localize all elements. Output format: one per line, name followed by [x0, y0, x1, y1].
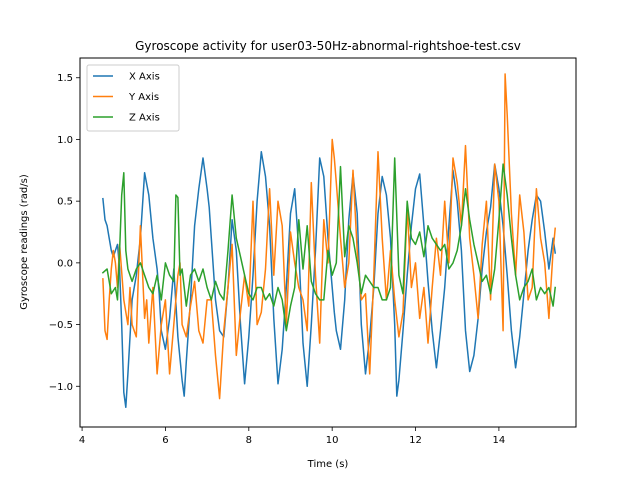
- x-tick-label: 14: [493, 435, 506, 446]
- y-tick-label: 0.0: [57, 258, 73, 269]
- y-axis: −1.0 −0.5 0.0 0.5 1.0 1.5: [49, 73, 80, 393]
- x-axis: 4 6 8 10 12 14: [79, 427, 505, 446]
- x-axis-label: Time (s): [307, 459, 349, 470]
- y-axis-label: Gyroscope readings (rad/s): [19, 174, 30, 310]
- legend-label: X Axis: [129, 72, 160, 83]
- series-layer: [101, 73, 557, 409]
- y-tick-label: −1.0: [49, 382, 73, 393]
- x-tick-label: 10: [326, 435, 339, 446]
- series-line-3: [101, 157, 557, 332]
- chart-title: Gyroscope activity for user03-50Hz-abnor…: [135, 39, 521, 53]
- legend-box: [86, 64, 180, 132]
- x-tick-label: 6: [162, 435, 168, 446]
- legend-label: Z Axis: [129, 113, 160, 124]
- y-tick-label: 1.0: [57, 135, 73, 146]
- x-tick-label: 4: [79, 435, 85, 446]
- legend-label: Y Axis: [128, 92, 159, 103]
- plot-frame: [79, 57, 577, 428]
- x-tick-label: 8: [246, 435, 252, 446]
- y-tick-label: −0.5: [49, 320, 73, 331]
- x-tick-label: 12: [409, 435, 422, 446]
- legend: X Axis Y Axis Z Axis: [86, 64, 180, 132]
- y-tick-label: 0.5: [57, 197, 73, 208]
- series-line-2: [102, 73, 557, 400]
- y-tick-label: 1.5: [57, 73, 73, 84]
